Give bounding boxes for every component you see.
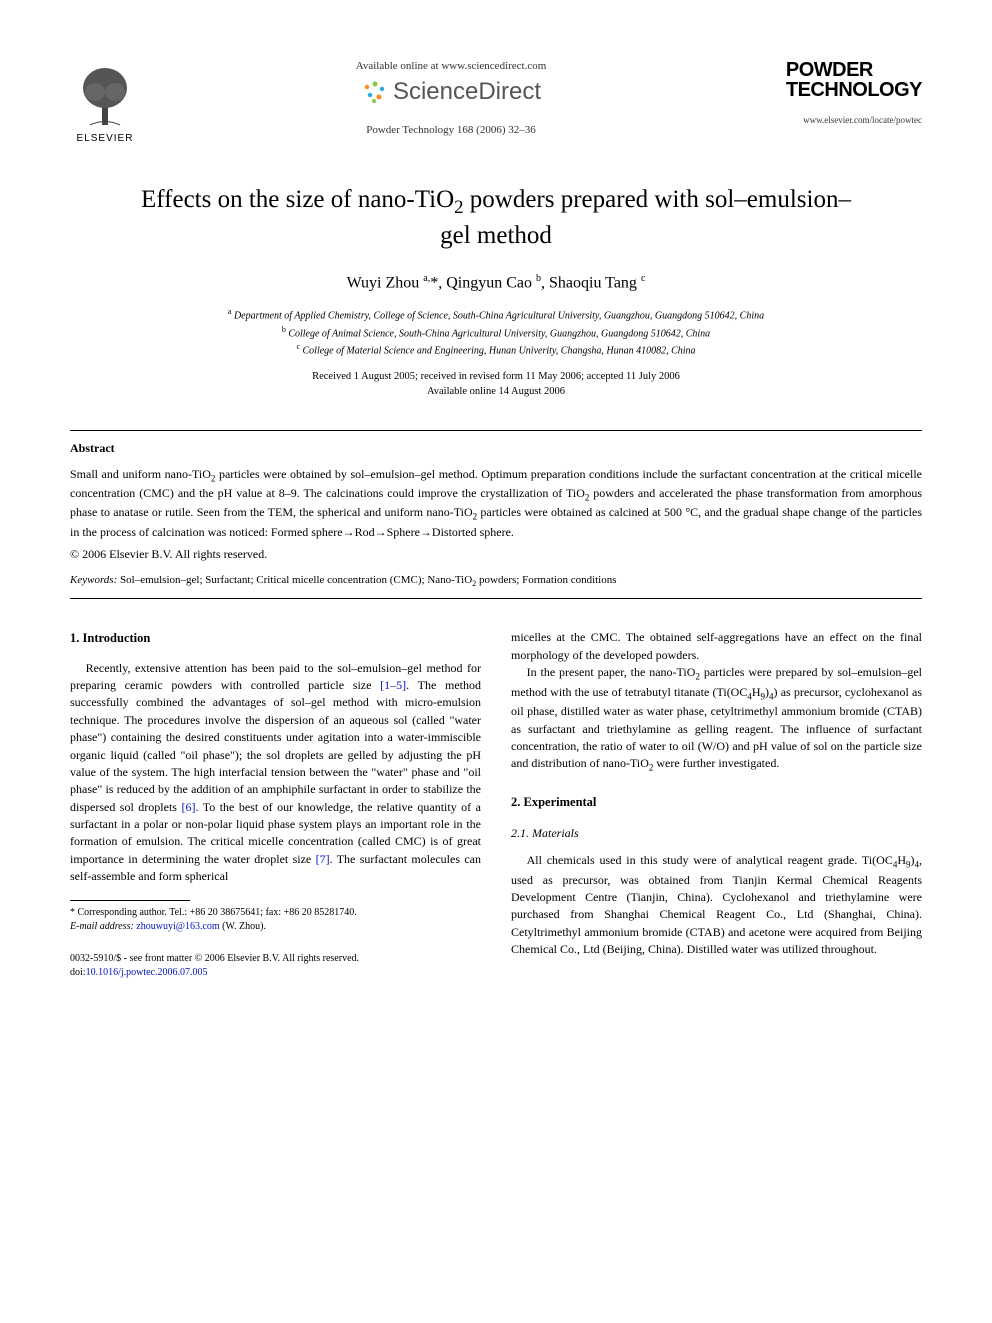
- journal-logo-line2: TECHNOLOGY: [786, 80, 922, 100]
- intro-paragraph-2: micelles at the CMC. The obtained self-a…: [511, 629, 922, 664]
- email-address[interactable]: zhouwuyi@163.com: [136, 921, 219, 932]
- journal-url: www.elsevier.com/locate/powtec: [762, 115, 922, 125]
- sciencedirect-label: ScienceDirect: [393, 78, 541, 106]
- doi-line: doi:10.1016/j.powtec.2006.07.005: [70, 966, 481, 980]
- materials-paragraph: All chemicals used in this study were of…: [511, 852, 922, 958]
- abstract-heading: Abstract: [70, 441, 922, 456]
- sciencedirect-logo: ScienceDirect: [361, 78, 541, 106]
- section-2-heading: 2. Experimental: [511, 793, 922, 811]
- elsevier-label: ELSEVIER: [77, 133, 134, 144]
- body-columns: 1. Introduction Recently, extensive atte…: [70, 629, 922, 979]
- affiliation-c: c College of Material Science and Engine…: [70, 341, 922, 358]
- doi-prefix: doi:: [70, 967, 86, 978]
- corresponding-author-footnote: * Corresponding author. Tel.: +86 20 386…: [70, 906, 481, 934]
- keywords-line: Keywords: Sol–emulsion–gel; Surfactant; …: [70, 574, 922, 588]
- left-column: 1. Introduction Recently, extensive atte…: [70, 629, 481, 979]
- right-column: micelles at the CMC. The obtained self-a…: [511, 629, 922, 979]
- footnote-separator: [70, 900, 190, 901]
- keywords-label: Keywords:: [70, 574, 117, 586]
- journal-logo: POWDER TECHNOLOGY: [786, 60, 922, 100]
- journal-logo-line1: POWDER: [786, 60, 922, 80]
- intro-paragraph-3: In the present paper, the nano-TiO2 part…: [511, 664, 922, 774]
- elsevier-logo: ELSEVIER: [70, 60, 140, 144]
- elsevier-tree-icon: [75, 60, 135, 130]
- email-line: E-mail address: zhouwuyi@163.com (W. Zho…: [70, 920, 481, 934]
- intro-paragraph-1: Recently, extensive attention has been p…: [70, 660, 481, 886]
- bottom-publication-info: 0032-5910/$ - see front matter © 2006 El…: [70, 952, 481, 980]
- abstract-text: Small and uniform nano-TiO2 particles we…: [70, 466, 922, 542]
- issn-line: 0032-5910/$ - see front matter © 2006 El…: [70, 952, 481, 966]
- keywords-text: Sol–emulsion–gel; Surfactant; Critical m…: [117, 574, 616, 586]
- authors-line: Wuyi Zhou a,*, Qingyun Cao b, Shaoqiu Ta…: [70, 273, 922, 292]
- article-title: Effects on the size of nano-TiO2 powders…: [130, 184, 862, 253]
- header-right: POWDER TECHNOLOGY www.elsevier.com/locat…: [762, 60, 922, 125]
- page-header: ELSEVIER Available online at www.science…: [70, 60, 922, 144]
- email-suffix: (W. Zhou).: [220, 921, 266, 932]
- abstract-copyright: © 2006 Elsevier B.V. All rights reserved…: [70, 547, 922, 562]
- section-1-heading: 1. Introduction: [70, 629, 481, 647]
- subsection-2-1-heading: 2.1. Materials: [511, 825, 922, 842]
- article-dates: Received 1 August 2005; received in revi…: [70, 370, 922, 399]
- affiliation-b: b College of Animal Science, South-China…: [70, 324, 922, 341]
- dates-received: Received 1 August 2005; received in revi…: [70, 370, 922, 385]
- rule-below-keywords: [70, 598, 922, 599]
- corresponding-text: * Corresponding author. Tel.: +86 20 386…: [70, 906, 481, 920]
- journal-reference: Powder Technology 168 (2006) 32–36: [160, 124, 742, 136]
- doi-value[interactable]: 10.1016/j.powtec.2006.07.005: [86, 967, 208, 978]
- affiliations: a Department of Applied Chemistry, Colle…: [70, 306, 922, 358]
- available-online-text: Available online at www.sciencedirect.co…: [160, 60, 742, 72]
- affiliation-a: a Department of Applied Chemistry, Colle…: [70, 306, 922, 323]
- email-label: E-mail address:: [70, 921, 134, 932]
- sciencedirect-icon: [361, 79, 387, 105]
- rule-above-abstract: [70, 430, 922, 431]
- dates-online: Available online 14 August 2006: [70, 385, 922, 400]
- header-center: Available online at www.sciencedirect.co…: [140, 60, 762, 136]
